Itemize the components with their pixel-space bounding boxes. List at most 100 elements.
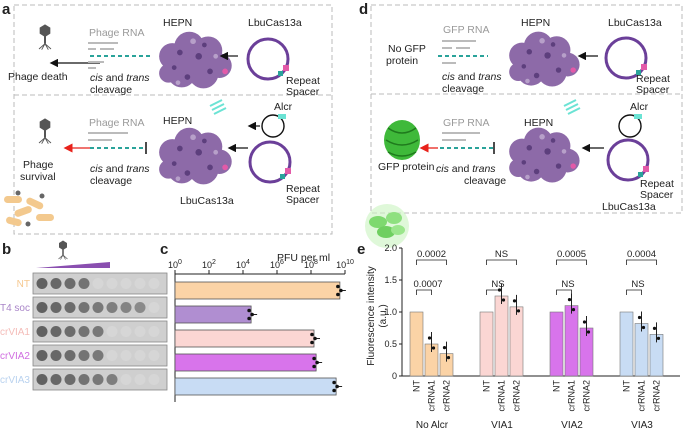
panel-a-frame: [13, 4, 333, 235]
data-point: [335, 384, 339, 389]
bacteria-icon: [4, 190, 54, 227]
data-point: [586, 330, 591, 334]
plaque-spot: [64, 302, 76, 313]
plaque-spot: [106, 350, 118, 361]
y-tick-label: 1.5: [384, 275, 397, 285]
plaque-spot: [120, 326, 132, 337]
x-tick-label: crRNA2: [582, 380, 592, 412]
panel-a-letter: a: [2, 1, 11, 18]
plate-row-label: AlcrVIA3: [0, 375, 30, 386]
pfu-chart: 100 102 104 106 108 1010: [168, 259, 354, 402]
cleavage-label-2: cleavage: [464, 175, 506, 187]
data-point: [582, 320, 587, 324]
rna-label: GFP RNA: [443, 24, 489, 36]
plaque-spot: [64, 350, 76, 361]
plaque-spot: [92, 278, 104, 289]
plaque-spot: [148, 302, 160, 313]
fluorescence-chart: 0 0.5 1.0 1.5 2.0 Fluorescence intensity(a.u.…: [366, 243, 680, 431]
plaque-spot: [64, 374, 76, 385]
spacer-label: Spacer: [636, 84, 670, 96]
group-label: VIA2: [561, 420, 583, 431]
protein-icon: [509, 127, 580, 183]
alcr-protein-icon: [563, 99, 581, 115]
outcome-label-2: protein: [386, 55, 418, 67]
fluorescence-bar: [564, 305, 579, 377]
plaque-spot: [78, 374, 90, 385]
x-tick-label: 102: [202, 259, 216, 270]
panel-b-letter: b: [2, 241, 11, 258]
y-tick-label: 0.5: [384, 339, 397, 349]
plaque-spot: [78, 302, 90, 313]
p-value-label: 0.0002: [417, 249, 446, 260]
plaque-spot: [148, 278, 160, 289]
plaque-spot: [134, 278, 146, 289]
plaque-spot: [78, 326, 90, 337]
plaque-spot: [120, 278, 132, 289]
plaque-spot: [36, 326, 48, 337]
data-point: [312, 364, 316, 369]
plaque-spot: [92, 374, 104, 385]
data-point: [332, 380, 336, 385]
x-tick-label: 100: [168, 259, 182, 270]
gfp-protein-icon: [384, 120, 420, 160]
plaque-spot: [64, 278, 76, 289]
significance-bracket: [626, 259, 657, 265]
y-tick-label: 0: [392, 371, 397, 381]
data-point: [310, 340, 314, 345]
data-point: [247, 316, 251, 321]
fluorescence-bar: [549, 311, 564, 377]
x-tick-label: crRNA1: [637, 380, 647, 412]
data-point: [431, 346, 436, 350]
plate-row-label: AlcrVIA1: [0, 327, 30, 338]
plaque-spot: [78, 350, 90, 361]
cleavage-label: cis and trans: [90, 163, 150, 175]
hepn-label: HEPN: [163, 115, 192, 127]
cleavage-label: cis and trans: [90, 72, 150, 84]
phage-icon: [38, 117, 52, 145]
plate-row-label: AlcrVIA2: [0, 351, 30, 362]
pfu-bar: [174, 377, 337, 396]
protein-icon: [159, 31, 232, 89]
x-tick-label: 104: [236, 259, 250, 270]
x-tick-label: crRNA1: [427, 380, 437, 412]
plaque-spot: [148, 326, 160, 337]
significance-bracket: [626, 289, 642, 295]
data-point: [315, 360, 319, 365]
data-point: [336, 292, 340, 297]
fluorescence-bar: [619, 311, 634, 377]
plaque-spot: [120, 350, 132, 361]
plaque-spot: [92, 302, 104, 313]
data-point: [446, 356, 451, 360]
x-tick-label: crRNA2: [512, 380, 522, 412]
data-point: [567, 298, 572, 302]
fluorescence-bar: [494, 295, 509, 377]
cas-label: LbuCas13a: [180, 195, 234, 207]
x-tick-label: NT: [622, 380, 632, 392]
fluorescence-bar: [509, 306, 524, 377]
plaque-spot: [134, 374, 146, 385]
cleavage-label-2: cleavage: [442, 83, 484, 95]
acr-label: Alcr: [274, 101, 293, 113]
significance-bracket: [416, 289, 432, 295]
plate-row-label: NT: [17, 279, 30, 290]
spacer-label: Spacer: [640, 189, 674, 201]
panel-e-letter: e: [357, 241, 365, 258]
hepn-label: HEPN: [524, 117, 553, 129]
p-value-label: 0.0004: [627, 249, 656, 260]
x-tick-label: 108: [304, 259, 318, 270]
spacer-label: Spacer: [286, 194, 320, 206]
hepn-label: HEPN: [163, 17, 192, 29]
repeat-label: Repeat: [640, 178, 674, 190]
plate-rows: NT T4 soc AlcrVIA1 AlcrVIA2 AlcrVIA3: [0, 272, 168, 391]
cleavage-label: cis and trans: [436, 163, 496, 175]
cas-label: LbuCas13a: [608, 17, 662, 29]
hepn-label: HEPN: [521, 17, 550, 29]
acr-label: Alcr: [630, 101, 649, 113]
plaque-spot: [148, 350, 160, 361]
outcome-label: Phage: [23, 159, 54, 171]
plaque-spot: [148, 374, 160, 385]
alcr-protein-icon: [209, 99, 227, 115]
data-point: [247, 308, 251, 313]
group-label: VIA1: [491, 420, 513, 431]
acr-plasmid-icon: [261, 114, 286, 138]
